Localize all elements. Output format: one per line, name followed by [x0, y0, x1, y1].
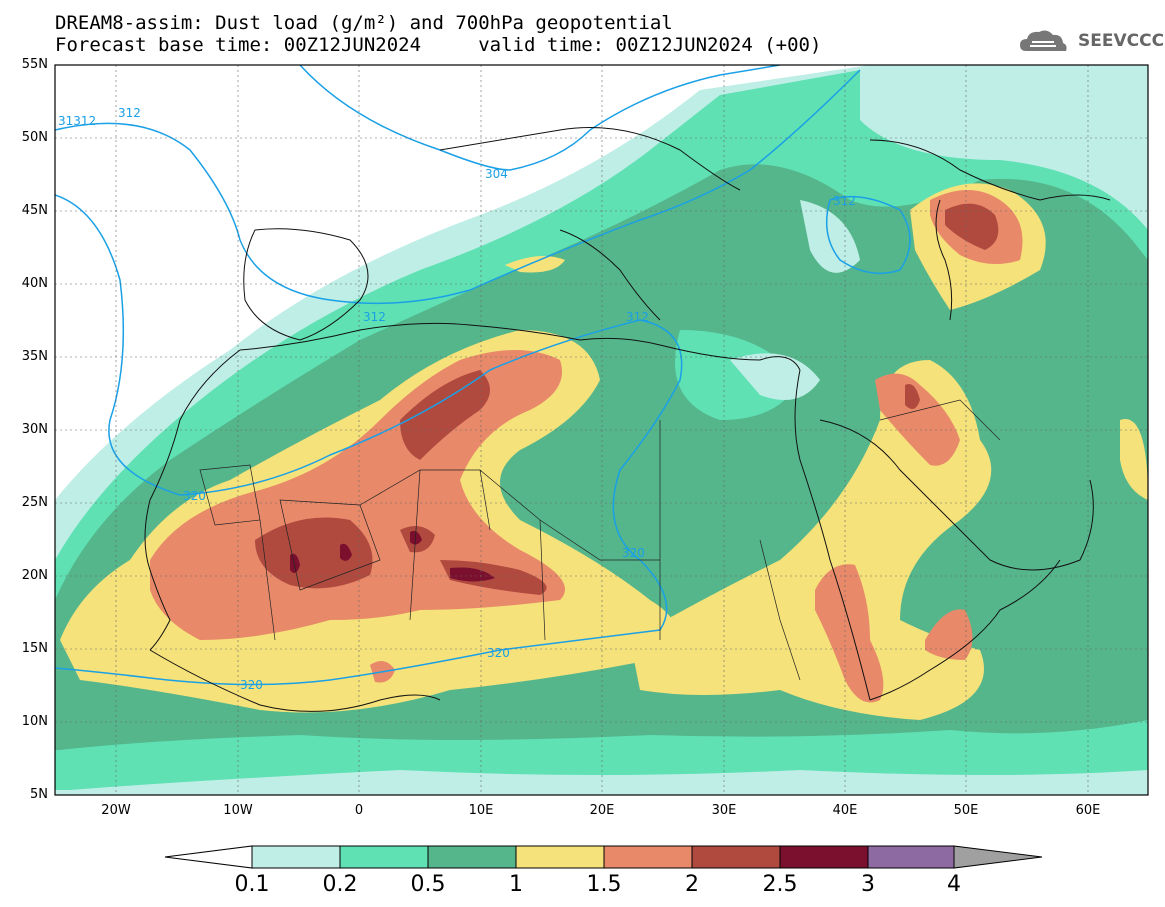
- colorbar-bin: [427, 845, 517, 869]
- colorbar-bin: [691, 845, 781, 869]
- dust-layer-2-caspian: [945, 203, 999, 250]
- cloud-logo-icon: [1020, 30, 1067, 51]
- coastlines: [144, 127, 1111, 712]
- lon-label: 60E: [1075, 803, 1101, 818]
- colorbar-bin: [515, 845, 605, 869]
- contour-312-east: [825, 195, 911, 275]
- map-frame: [54, 64, 1149, 796]
- colorbar-label: 2: [685, 872, 699, 897]
- contour-label: 320: [183, 489, 206, 503]
- lon-label: 30E: [711, 803, 737, 818]
- lon-label: 10W: [223, 803, 253, 818]
- dust-layer-2: [255, 517, 373, 589]
- lat-label: 50N: [21, 130, 48, 145]
- map-title: DREAM8-assim: Dust load (g/m²) and 700hP…: [55, 12, 673, 34]
- colorbar-under-arrow: [164, 845, 253, 869]
- lon-label: 40E: [832, 803, 858, 818]
- dust-layer-1-eastedge: [1120, 419, 1148, 500]
- map-subtitle: Forecast base time: 00Z12JUN2024 valid t…: [55, 34, 822, 56]
- lon-label: 20E: [589, 803, 615, 818]
- lat-label: 40N: [21, 276, 48, 291]
- colorbar-label: 2.5: [762, 872, 798, 897]
- colorbar-label: 0.1: [234, 872, 270, 897]
- colorbar-label: 0.5: [410, 872, 446, 897]
- colorbar-label: 4: [947, 872, 961, 897]
- lat-label: 45N: [21, 203, 48, 218]
- dust-layer-2-iraq: [905, 384, 920, 409]
- colorbar-bin: [603, 845, 693, 869]
- dust-clear-levant: [730, 353, 820, 400]
- dust-clear-anatolia: [800, 200, 860, 273]
- grid: [55, 65, 1148, 795]
- colorbar-label: 3: [861, 872, 875, 897]
- contour-label: 312: [626, 310, 649, 324]
- dust-layer-2-algeria: [400, 370, 490, 460]
- lat-label: 30N: [21, 422, 48, 437]
- dust-layer-2.5-c: [410, 531, 422, 545]
- dust-layer-2.5-b: [340, 543, 352, 561]
- dust-layer-1.5-redsea: [815, 564, 884, 703]
- contour-label: 320: [487, 646, 510, 660]
- dust-layer-2.5: [290, 553, 300, 574]
- contour-label: 312: [118, 106, 141, 120]
- colorbar-label: 1: [509, 872, 523, 897]
- lat-label: 55N: [21, 57, 48, 72]
- contour-label: 320: [622, 546, 645, 560]
- lat-label: 5N: [30, 787, 48, 802]
- lat-label: 25N: [21, 495, 48, 510]
- contour-label: 320: [240, 678, 263, 692]
- lon-label: 10E: [468, 803, 494, 818]
- lon-label: 50E: [953, 803, 979, 818]
- colorbar-label: 1.5: [586, 872, 622, 897]
- contour-304: [299, 65, 781, 171]
- colorbar-over-arrow: [953, 845, 1043, 869]
- contour-label: 304: [485, 167, 508, 181]
- colorbar-bin: [867, 845, 955, 869]
- dust-layer-1.5-arabia: [925, 609, 973, 660]
- lat-label: 10N: [21, 714, 48, 729]
- lon-label: 20W: [101, 803, 131, 818]
- lon-label: 0: [354, 803, 364, 818]
- dust-layer-1-east: [630, 360, 992, 720]
- colorbar-bin: [339, 845, 429, 869]
- colorbar: [164, 845, 1043, 869]
- contour-label: 312: [363, 310, 386, 324]
- contour-label: 31312: [58, 114, 96, 128]
- borders: [199, 399, 1001, 681]
- dust-layer-2.5-d: [450, 567, 495, 582]
- lat-label: 20N: [21, 568, 48, 583]
- colorbar-bin: [251, 845, 341, 869]
- lat-label: 35N: [21, 349, 48, 364]
- logo-text: SEEVCCC: [1078, 31, 1165, 51]
- colorbar-bin: [779, 845, 869, 869]
- lat-label: 15N: [21, 641, 48, 656]
- colorbar-label: 0.2: [322, 872, 358, 897]
- dust-layer-1.5-iraq: [875, 373, 960, 466]
- contour-label: 312: [833, 194, 856, 208]
- contour-312-west: [55, 69, 861, 305]
